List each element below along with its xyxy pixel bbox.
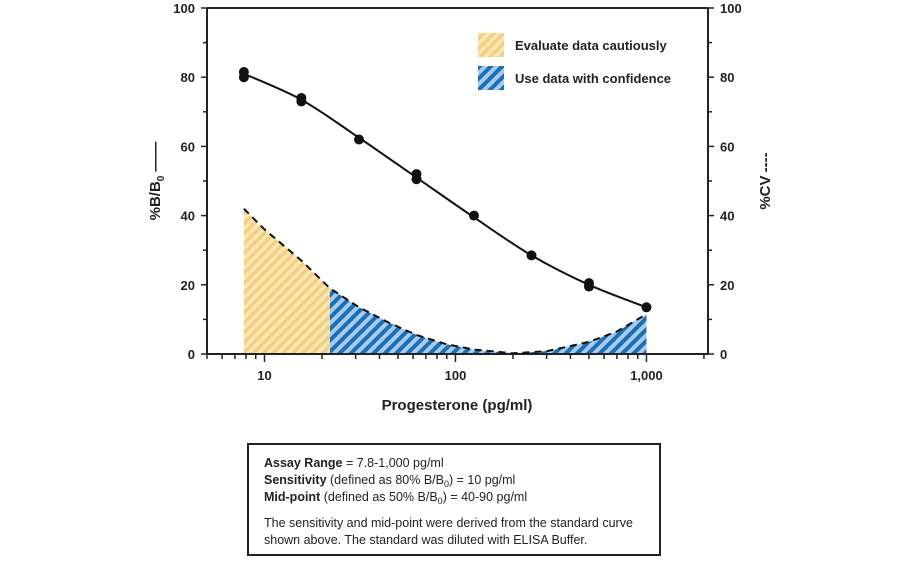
note-line-2: shown above. The standard was diluted wi…	[264, 533, 588, 547]
x-tick-label: 100	[445, 368, 467, 383]
sensitivity-value: ) = 10 pg/ml	[448, 473, 516, 487]
assay-range-label: Assay Range	[264, 456, 343, 470]
sensitivity-line: Sensitivity (defined as 80% B/B0) = 10 p…	[264, 472, 659, 489]
x-tick-label: 1,000	[630, 368, 663, 383]
data-point	[468, 210, 479, 221]
y-tick-label-right: 80	[720, 70, 734, 85]
bb0-fit-line	[243, 72, 647, 309]
assay-info-box: Assay Range = 7.8-1,000 pg/ml Sensitivit…	[247, 443, 661, 556]
y-tick-label-right: 40	[720, 209, 734, 224]
legend-swatch	[478, 33, 504, 57]
x-axis-title: Progesterone (pg/ml)	[382, 397, 533, 414]
assay-range-value: = 7.8-1,000 pg/ml	[342, 456, 444, 470]
y-tick-label-left: 60	[181, 139, 195, 154]
data-point	[641, 302, 652, 313]
data-point	[296, 96, 307, 107]
data-point	[526, 250, 537, 261]
legend-label: Evaluate data cautiously	[515, 38, 667, 53]
data-point	[354, 134, 365, 145]
y-tick-label-left: 40	[181, 209, 195, 224]
sensitivity-label: Sensitivity	[264, 473, 327, 487]
cv-area-caution	[243, 208, 330, 354]
data-point	[583, 281, 594, 292]
standard-curve-chart: 0 0 20 20 40 40 60 60 80 80 100 100 10 100 1,000 Evalu…	[147, 1, 774, 414]
y-tick-label-left: 100	[173, 1, 195, 16]
y-axis-title-left: %B/B0——	[147, 142, 167, 221]
midpoint-value: ) = 40-90 pg/ml	[442, 490, 528, 504]
y-tick-label-left: 20	[181, 278, 195, 293]
sensitivity-sub: 0	[443, 479, 449, 489]
legend-label: Use data with confidence	[515, 71, 671, 86]
legend-swatch	[478, 66, 504, 90]
midpoint-label: Mid-point	[264, 490, 321, 504]
data-point	[411, 174, 422, 185]
y-axis-title-right: %CV----	[757, 152, 774, 209]
data-point	[238, 72, 249, 83]
note-line-1: The sensitivity and mid-point were deriv…	[264, 516, 633, 530]
y-tick-label-left: 80	[181, 70, 195, 85]
cv-dashed-line	[243, 207, 647, 355]
y-tick-label-right: 0	[720, 347, 727, 362]
y-tick-label-left: 0	[188, 347, 195, 362]
midpoint-line: Mid-point (defined as 50% B/B0) = 40-90 …	[264, 489, 659, 506]
midpoint-text: (defined as 50% B/B	[320, 490, 438, 504]
assay-range-line: Assay Range = 7.8-1,000 pg/ml	[264, 455, 659, 472]
x-tick-label: 10	[257, 368, 271, 383]
y-tick-label-right: 100	[720, 1, 742, 16]
cv-area-confidence	[329, 288, 647, 354]
midpoint-sub: 0	[437, 496, 443, 506]
y-tick-label-right: 60	[720, 139, 734, 154]
y-tick-label-right: 20	[720, 278, 734, 293]
sensitivity-text: (defined as 80% B/B	[326, 473, 444, 487]
